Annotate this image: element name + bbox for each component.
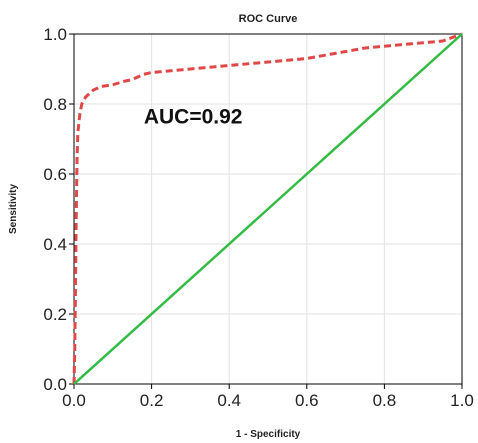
axis-ticks: 0.0 0.2 0.4 0.6 0.8 1.0 0.0 0.2 0.4 0.6 0.8 1.0 <box>43 25 473 410</box>
x-axis-title: 1 - Specificity <box>236 429 301 440</box>
y-tick-label: 0.8 <box>43 95 67 114</box>
x-tick-label: 0.6 <box>295 391 319 410</box>
y-axis-title: Sensitivity <box>8 184 19 234</box>
plot-area-border <box>73 33 463 385</box>
chart-title: ROC Curve <box>239 13 298 25</box>
x-tick-label: 0.0 <box>62 391 86 410</box>
x-tick-label: 1.0 <box>450 391 474 410</box>
y-tick-label: 0.2 <box>43 305 67 324</box>
x-tick-label: 0.4 <box>217 391 241 410</box>
series-layer <box>72 32 463 385</box>
x-tick-label: 0.8 <box>373 391 397 410</box>
auc-annotation: AUC=0.92 <box>144 105 243 128</box>
y-tick-label: 1.0 <box>43 25 67 44</box>
y-tick-label: 0.6 <box>43 165 67 184</box>
roc-curve-line <box>72 32 463 385</box>
y-tick-label: 0.4 <box>43 235 67 254</box>
y-tick-label: 0.0 <box>43 375 67 394</box>
x-tick-label: 0.2 <box>140 391 164 410</box>
reference-diagonal-line <box>73 33 463 385</box>
